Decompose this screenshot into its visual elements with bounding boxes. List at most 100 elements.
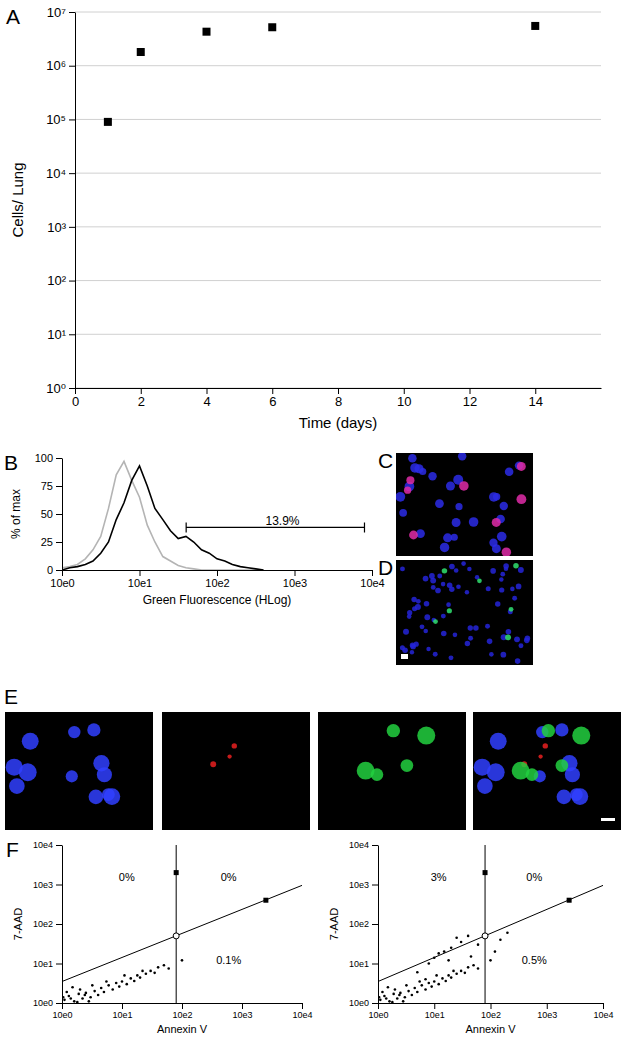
tick: 4 xyxy=(203,388,210,409)
cell xyxy=(415,464,424,473)
tick-mark xyxy=(62,1003,63,1009)
point xyxy=(447,974,450,977)
point xyxy=(404,996,407,999)
figure-canvas: 0246810121410⁰10¹10²10³10⁴10⁵10⁶10⁷Time … xyxy=(0,0,623,1050)
grid-line xyxy=(75,65,601,66)
micrograph xyxy=(162,712,310,830)
cell xyxy=(401,759,414,772)
marks xyxy=(378,845,603,1003)
cell xyxy=(509,607,514,612)
cell xyxy=(543,743,548,748)
cell xyxy=(428,472,436,480)
cell xyxy=(468,625,473,630)
tick-mark xyxy=(56,542,62,543)
image-background xyxy=(162,712,310,830)
tick: 10⁴ xyxy=(46,166,75,181)
point xyxy=(405,984,408,987)
cell xyxy=(396,492,405,502)
cell xyxy=(451,534,458,541)
x-axis-title: Annexin V xyxy=(465,1023,516,1035)
cell xyxy=(510,587,515,592)
tick: 10e1 xyxy=(112,1003,132,1020)
tick: 10e3 xyxy=(33,880,62,890)
tick: 10e0 xyxy=(52,1003,72,1020)
tick-label: 10⁴ xyxy=(46,166,66,181)
marks xyxy=(62,845,302,1003)
tick: 10⁰ xyxy=(46,381,75,396)
point xyxy=(81,997,84,1000)
point xyxy=(163,964,166,967)
point xyxy=(88,1000,91,1003)
tick-mark xyxy=(56,964,62,965)
cell xyxy=(572,726,590,744)
tick-label: 10e1 xyxy=(33,959,53,969)
gate-handle xyxy=(483,870,488,875)
cell xyxy=(407,614,412,619)
tick: 10e0 xyxy=(368,1003,388,1020)
point xyxy=(141,970,144,973)
tick: 10e0 xyxy=(33,998,62,1008)
tick-mark xyxy=(207,388,208,394)
point xyxy=(157,966,160,969)
cell xyxy=(467,567,472,572)
tick: 8 xyxy=(335,388,342,409)
tick-label: 12 xyxy=(463,394,477,409)
grid-line xyxy=(75,226,601,227)
tick-label: 10e4 xyxy=(593,1010,613,1020)
plot: 10e010e110e210e310e410e010e110e210e310e4… xyxy=(349,840,614,1020)
cell xyxy=(459,481,469,491)
cell xyxy=(400,566,405,571)
tick-mark xyxy=(338,388,339,394)
point xyxy=(69,997,72,1000)
image-background xyxy=(318,712,466,830)
cells xyxy=(400,561,530,664)
tick-mark xyxy=(372,845,378,846)
gate-handle xyxy=(263,898,268,903)
tick: 14 xyxy=(529,388,543,409)
cell xyxy=(68,726,80,738)
cell xyxy=(410,650,414,654)
cell xyxy=(524,638,530,644)
cell xyxy=(357,762,375,780)
tick-mark xyxy=(372,964,378,965)
cell xyxy=(489,492,499,502)
tick-mark xyxy=(217,570,218,576)
cell xyxy=(465,641,470,646)
tick: 10⁵ xyxy=(46,112,75,127)
tick-mark xyxy=(62,570,63,576)
y-axis-title: Cells/ Lung xyxy=(9,162,26,237)
axis-line xyxy=(62,846,63,1004)
gate-handle xyxy=(173,933,179,939)
point xyxy=(115,982,118,985)
point xyxy=(470,955,473,958)
cell xyxy=(456,584,461,589)
point xyxy=(427,982,430,985)
tick: 10e2 xyxy=(349,919,378,929)
cell xyxy=(408,454,417,463)
tick-label: 6 xyxy=(269,394,276,409)
point xyxy=(65,991,68,994)
cells xyxy=(474,723,591,805)
tick: 50 xyxy=(41,508,62,520)
tick-mark xyxy=(378,1003,379,1009)
tick-mark xyxy=(69,66,75,67)
cell xyxy=(431,585,436,590)
point xyxy=(123,974,126,977)
cell xyxy=(403,629,409,635)
cell xyxy=(22,733,39,750)
cell xyxy=(424,614,430,620)
cell xyxy=(452,518,461,527)
point xyxy=(433,980,436,983)
tick: 12 xyxy=(463,388,477,409)
tick-mark xyxy=(242,1003,243,1009)
cell xyxy=(485,624,490,629)
tick: 10e3 xyxy=(349,880,378,890)
point xyxy=(424,988,427,991)
cell xyxy=(437,574,442,579)
tick-mark xyxy=(56,885,62,886)
point xyxy=(71,986,74,989)
point xyxy=(107,984,110,987)
tick-mark xyxy=(491,1003,492,1009)
cell xyxy=(518,643,523,648)
cell xyxy=(503,563,509,569)
